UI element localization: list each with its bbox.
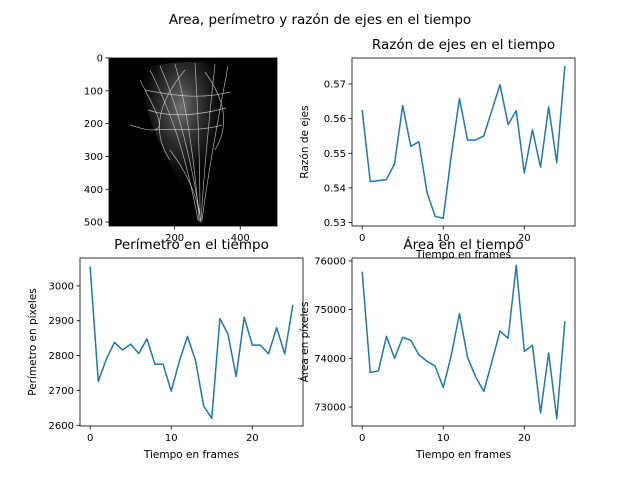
- image-y-tick-label: 300: [84, 152, 103, 163]
- y-tick-label: 0.55: [324, 149, 346, 160]
- x-axis-label: Tiempo en frames: [415, 449, 511, 461]
- image-frame: [108, 57, 278, 227]
- y-tick-label: 0.53: [324, 218, 346, 229]
- axes-frame-area: [351, 257, 576, 427]
- y-tick-label: 2600: [49, 421, 74, 432]
- axes-frame-perimeter: [79, 257, 304, 427]
- x-tick-label: 20: [518, 233, 531, 244]
- x-tick-label: 10: [165, 433, 178, 444]
- axes-frame-ratio: [351, 57, 576, 227]
- image-x-ticks: 200 400: [165, 226, 250, 244]
- y-axis-label: Área en píxeles: [298, 302, 311, 383]
- image-y-tick-label: 500: [84, 218, 103, 229]
- y-tick-label: 76000: [314, 256, 346, 267]
- y-tick-label: 0.57: [324, 79, 346, 90]
- image-y-tick-label: 100: [84, 86, 103, 97]
- chart-title: Perímetro en el tiempo: [114, 237, 269, 253]
- y-tick-label: 73000: [314, 403, 346, 414]
- x-tick-label: 0: [359, 233, 365, 244]
- x-axis-label: Tiempo en frames: [143, 449, 239, 461]
- y-tick-label: 0.56: [324, 114, 346, 125]
- figure-suptitle: Area, perímetro y razón de ejes en el ti…: [169, 12, 471, 28]
- x-tick-label: 0: [359, 433, 365, 444]
- image-y-ticks: 0 100 200 300 400 500: [84, 54, 109, 229]
- y-tick-label: 74000: [314, 354, 346, 365]
- y-tick-label: 2900: [49, 316, 74, 327]
- image-y-tick-label: 400: [84, 185, 103, 196]
- chart-panel-area: 73000 74000 75000 76000 0 10 20 Tiempo en frame…: [298, 236, 576, 461]
- y-tick-label: 0.54: [324, 183, 346, 194]
- image-y-tick-label: 0: [97, 54, 103, 65]
- y-tick-label: 2700: [49, 386, 74, 397]
- image-panel: 0 100 200 300 400 500 200 400: [84, 54, 278, 244]
- x-tick-label: 10: [437, 233, 450, 244]
- y-axis-label: Razón de ejes: [299, 105, 311, 178]
- y-tick-label: 2800: [49, 351, 74, 362]
- y-axis-label: Perímetro en píxeles: [27, 288, 39, 396]
- series-line-perimeter: [89, 266, 294, 420]
- image-y-tick-label: 200: [84, 119, 103, 130]
- series-line-area: [361, 264, 566, 420]
- image-x-tick-label: 200: [165, 233, 184, 244]
- chart-title: Área en el tiempo: [403, 236, 523, 253]
- image-x-tick-label: 400: [231, 233, 250, 244]
- x-tick-label: 20: [518, 433, 531, 444]
- x-tick-label: 10: [437, 433, 450, 444]
- chart-panel-perimeter: 2600 2700 2800 2900 3000 0 10 20 Tiempo en frame…: [27, 237, 304, 461]
- y-tick-label: 3000: [49, 281, 74, 292]
- series-line-ratio: [361, 65, 566, 220]
- chart-title: Razón de ejes en el tiempo: [372, 37, 555, 53]
- y-tick-label: 75000: [314, 305, 346, 316]
- cell-fibers-image: [129, 61, 234, 223]
- x-tick-label: 20: [246, 433, 259, 444]
- x-tick-label: 0: [87, 433, 93, 444]
